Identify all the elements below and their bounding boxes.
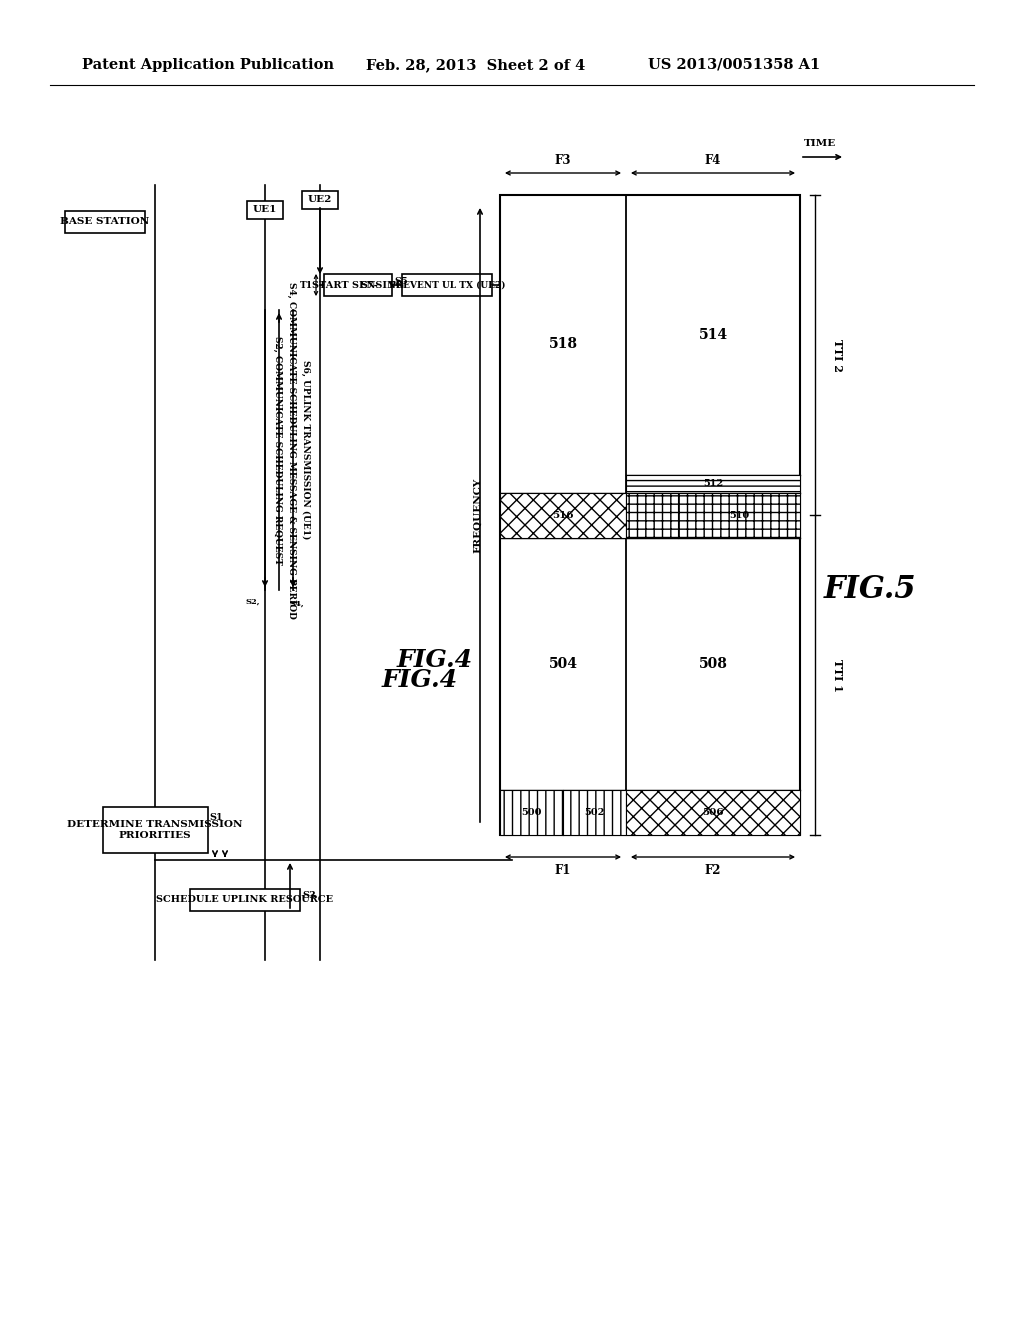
Text: 504: 504: [549, 657, 578, 671]
Text: BASE STATION: BASE STATION: [60, 218, 150, 227]
Text: S2, COMMUNICATE SCHEDULING REQUEST: S2, COMMUNICATE SCHEDULING REQUEST: [273, 335, 282, 565]
Text: UE1: UE1: [253, 206, 278, 214]
Text: Feb. 28, 2013  Sheet 2 of 4: Feb. 28, 2013 Sheet 2 of 4: [366, 58, 586, 73]
Text: 516: 516: [552, 511, 573, 520]
Text: S5: S5: [394, 277, 408, 286]
Text: FIG.5: FIG.5: [823, 574, 916, 606]
Text: S1: S1: [210, 813, 223, 822]
Text: TTI 2: TTI 2: [831, 338, 843, 371]
Text: 514: 514: [698, 327, 728, 342]
Text: UE2: UE2: [308, 195, 332, 205]
Text: S6, UPLINK TRANSMISSION (UE1): S6, UPLINK TRANSMISSION (UE1): [301, 360, 310, 540]
Text: Patent Application Publication: Patent Application Publication: [82, 58, 334, 73]
Text: F2: F2: [705, 863, 721, 876]
Bar: [402, 275, 492, 296]
Bar: [190, 888, 300, 911]
Text: S4, COMMUNICATE SCHEDULING MESSAGE & SENSING PERIOD: S4, COMMUNICATE SCHEDULING MESSAGE & SEN…: [287, 281, 296, 619]
Bar: [324, 275, 392, 296]
Text: DETERMINE TRANSMISSION: DETERMINE TRANSMISSION: [68, 820, 243, 829]
Bar: [65, 211, 145, 234]
Text: S2,: S2,: [246, 598, 260, 606]
Bar: [247, 201, 283, 219]
Bar: [500, 492, 626, 537]
Bar: [102, 807, 208, 853]
Text: PREVENT UL TX (UE2): PREVENT UL TX (UE2): [389, 281, 505, 289]
Text: S7-: S7-: [360, 281, 378, 289]
Text: S4,: S4,: [290, 601, 305, 609]
Text: 500: 500: [521, 808, 542, 817]
Text: F1: F1: [555, 863, 571, 876]
Text: TIME: TIME: [804, 139, 837, 148]
Text: PRIORITIES: PRIORITIES: [119, 832, 191, 840]
Bar: [626, 492, 800, 537]
Text: TTI 1: TTI 1: [831, 659, 843, 692]
Text: START SENSING: START SENSING: [312, 281, 404, 289]
Text: 508: 508: [698, 657, 727, 671]
Bar: [626, 474, 800, 492]
Text: T1: T1: [300, 281, 313, 289]
Bar: [626, 789, 800, 836]
Bar: [500, 195, 800, 836]
Text: FIG.4: FIG.4: [397, 648, 473, 672]
Text: 518: 518: [549, 337, 578, 351]
Text: FREQUENCY: FREQUENCY: [473, 478, 482, 553]
Bar: [302, 191, 338, 209]
Text: SCHEDULE UPLINK RESOURCE: SCHEDULE UPLINK RESOURCE: [157, 895, 334, 904]
Text: FIG.4: FIG.4: [382, 668, 458, 692]
Text: F4: F4: [705, 153, 721, 166]
Text: S3: S3: [302, 891, 315, 899]
Text: US 2013/0051358 A1: US 2013/0051358 A1: [648, 58, 820, 73]
Text: 506: 506: [702, 808, 724, 817]
Text: 512: 512: [702, 479, 723, 488]
Bar: [500, 789, 626, 836]
Text: 510: 510: [729, 511, 750, 520]
Text: 502: 502: [585, 808, 605, 817]
Text: F3: F3: [555, 153, 571, 166]
